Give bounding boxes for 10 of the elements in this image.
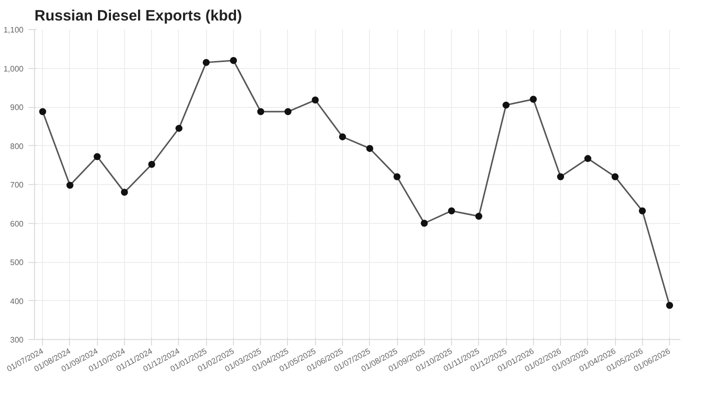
y-tick-label: 700	[10, 180, 24, 190]
y-tick-label: 300	[10, 336, 24, 344]
y-tick-label: 1,000	[3, 64, 24, 74]
y-tick-label: 400	[10, 296, 24, 306]
y-tick-label: 1,100	[3, 26, 24, 34]
y-tick-label: 900	[10, 103, 24, 112]
chart-title: Russian Diesel Exports (kbd)	[34, 8, 242, 24]
y-tick-label: 800	[10, 142, 24, 151]
y-tick-label: 500	[10, 258, 24, 267]
y-tick-label: 600	[10, 219, 24, 228]
